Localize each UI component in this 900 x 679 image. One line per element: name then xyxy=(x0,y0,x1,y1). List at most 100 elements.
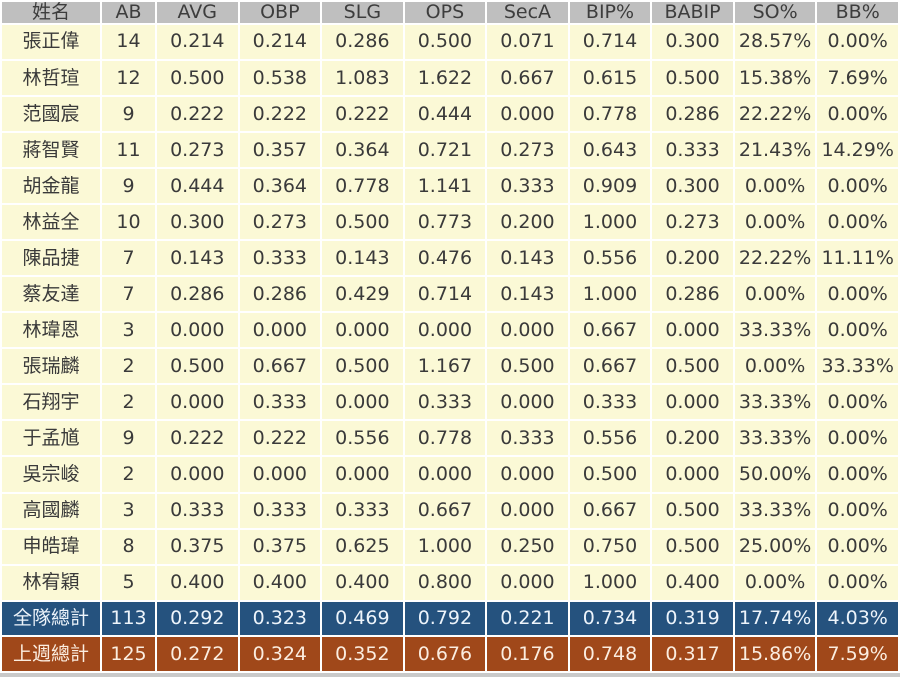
stat-cell: 0.200 xyxy=(487,205,568,240)
stat-cell: 0.000 xyxy=(404,457,486,492)
player-row: 林哲瑄 12 0.500 0.538 1.083 1.622 0.667 0.615 0.500… xyxy=(2,60,898,95)
player-name-cell: 蔡友達 xyxy=(2,277,100,312)
stat-cell: 21.43% xyxy=(734,133,816,168)
player-row: 吳宗峻 2 0.000 0.000 0.000 0.000 0.000 0.500 0.000 5… xyxy=(2,457,898,492)
player-name-cell: 申皓瑋 xyxy=(2,529,100,564)
stat-cell: 0.773 xyxy=(404,205,486,240)
stat-cell: 0.364 xyxy=(322,133,403,168)
stat-cell: 0.00% xyxy=(817,205,898,240)
stat-cell: 0.221 xyxy=(487,601,568,636)
stat-cell: 3 xyxy=(102,313,155,348)
stat-cell: 0.286 xyxy=(652,277,733,312)
stat-cell: 0.667 xyxy=(487,60,568,95)
stat-cell: 0.792 xyxy=(404,601,486,636)
stat-cell: 0.000 xyxy=(239,457,321,492)
player-row: 蔡友達 7 0.286 0.286 0.429 0.714 0.143 1.000 0.286 0… xyxy=(2,277,898,312)
stat-cell: 0.500 xyxy=(652,349,733,384)
stat-cell: 0.375 xyxy=(239,529,321,564)
stat-cell: 4.03% xyxy=(817,601,898,636)
stat-cell: 0.222 xyxy=(157,96,238,132)
stat-cell: 0.714 xyxy=(569,24,651,59)
column-header-obp: OBP xyxy=(239,2,321,23)
stat-cell: 9 xyxy=(102,169,155,204)
column-header-avg: AVG xyxy=(157,2,238,23)
player-row: 胡金龍 9 0.444 0.364 0.778 1.141 0.333 0.909 0.300 0… xyxy=(2,169,898,204)
stat-cell: 0.214 xyxy=(239,24,321,59)
player-row: 林瑋恩 3 0.000 0.000 0.000 0.000 0.000 0.667 0.000 3… xyxy=(2,313,898,348)
stat-cell: 0.400 xyxy=(239,565,321,600)
stat-cell: 11.11% xyxy=(817,241,898,276)
stat-cell: 0.000 xyxy=(404,313,486,348)
stat-cell: 25.00% xyxy=(734,529,816,564)
stat-cell: 0.615 xyxy=(569,60,651,95)
stat-cell: 0.333 xyxy=(652,133,733,168)
stat-cell: 0.00% xyxy=(817,96,898,132)
stat-cell: 1.083 xyxy=(322,60,403,95)
stat-cell: 0.333 xyxy=(239,493,321,528)
stat-cell: 0.333 xyxy=(239,385,321,420)
team-total-row: 全隊總計 113 0.292 0.323 0.469 0.792 0.221 0.734 0.3… xyxy=(2,601,898,636)
stat-cell: 15.38% xyxy=(734,60,816,95)
stat-cell: 0.500 xyxy=(157,349,238,384)
stat-cell: 0.250 xyxy=(487,529,568,564)
stat-cell: 0.500 xyxy=(157,60,238,95)
stat-cell: 0.272 xyxy=(157,637,238,671)
stat-cell: 0.333 xyxy=(404,385,486,420)
stat-cell: 0.00% xyxy=(734,205,816,240)
stat-cell: 2 xyxy=(102,457,155,492)
stat-cell: 0.469 xyxy=(322,601,403,636)
column-header-seca: SecA xyxy=(487,2,568,23)
stat-cell: 33.33% xyxy=(734,421,816,456)
stat-cell: 0.000 xyxy=(487,385,568,420)
player-row: 林益全 10 0.300 0.273 0.500 0.773 0.200 1.000 0.273… xyxy=(2,205,898,240)
stat-cell: 0.200 xyxy=(652,421,733,456)
stat-cell: 0.667 xyxy=(404,493,486,528)
stat-cell: 2 xyxy=(102,349,155,384)
stat-cell: 0.500 xyxy=(652,60,733,95)
player-name-cell: 林瑋恩 xyxy=(2,313,100,348)
stat-cell: 0.909 xyxy=(569,169,651,204)
player-name-cell: 范國宸 xyxy=(2,96,100,132)
stat-cell: 14.29% xyxy=(817,133,898,168)
player-row: 高國麟 3 0.333 0.333 0.333 0.667 0.000 0.667 0.500 3… xyxy=(2,493,898,528)
stat-cell: 0.556 xyxy=(569,241,651,276)
stat-cell: 0.734 xyxy=(569,601,651,636)
stat-cell: 14 xyxy=(102,24,155,59)
column-header-ops: OPS xyxy=(404,2,486,23)
stat-cell: 0.357 xyxy=(239,133,321,168)
stat-cell: 0.000 xyxy=(157,313,238,348)
stat-cell: 0.222 xyxy=(239,96,321,132)
table-header: 姓名 AB AVG OBP SLG OPS SecA BIP% BABIP SO% BB% xyxy=(2,2,898,23)
player-name-cell: 蔣智賢 xyxy=(2,133,100,168)
stat-cell: 0.00% xyxy=(817,565,898,600)
column-header-so: SO% xyxy=(734,2,816,23)
stat-cell: 7.69% xyxy=(817,60,898,95)
stat-cell: 0.071 xyxy=(487,24,568,59)
column-header-ab: AB xyxy=(102,2,155,23)
stat-cell: 0.319 xyxy=(652,601,733,636)
stat-cell: 0.214 xyxy=(157,24,238,59)
stat-cell: 0.00% xyxy=(817,457,898,492)
stat-cell: 0.000 xyxy=(652,457,733,492)
stat-cell: 15.86% xyxy=(734,637,816,671)
stat-cell: 0.400 xyxy=(322,565,403,600)
stat-cell: 0.000 xyxy=(239,313,321,348)
column-header-slg: SLG xyxy=(322,2,403,23)
stat-cell: 0.000 xyxy=(652,313,733,348)
table-totals: 全隊總計 113 0.292 0.323 0.469 0.792 0.221 0.734 0.3… xyxy=(2,601,898,671)
stat-cell: 0.286 xyxy=(322,24,403,59)
stat-cell: 0.292 xyxy=(157,601,238,636)
stat-cell: 0.000 xyxy=(322,457,403,492)
stat-cell: 0.500 xyxy=(404,24,486,59)
column-header-name: 姓名 xyxy=(2,2,100,23)
player-name-cell: 于孟馗 xyxy=(2,421,100,456)
stat-cell: 0.000 xyxy=(157,385,238,420)
player-name-cell: 林益全 xyxy=(2,205,100,240)
stat-cell: 10 xyxy=(102,205,155,240)
stat-cell: 33.33% xyxy=(817,349,898,384)
stat-cell: 0.500 xyxy=(652,493,733,528)
stat-cell: 0.00% xyxy=(817,277,898,312)
stat-cell: 0.429 xyxy=(322,277,403,312)
stat-cell: 0.500 xyxy=(569,457,651,492)
